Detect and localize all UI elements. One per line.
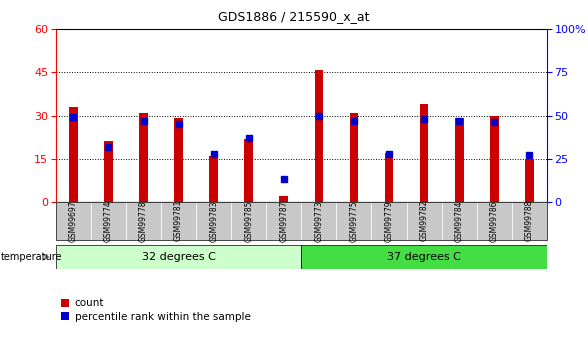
- Text: GSM99785: GSM99785: [244, 200, 253, 242]
- Bar: [56, 202, 91, 240]
- Bar: [245, 139, 253, 202]
- Text: GSM99782: GSM99782: [420, 200, 429, 242]
- Bar: [91, 202, 126, 240]
- Text: 37 degrees C: 37 degrees C: [387, 252, 461, 262]
- Bar: [490, 116, 499, 202]
- Bar: [420, 104, 429, 202]
- Bar: [301, 245, 547, 269]
- Bar: [442, 202, 477, 240]
- Bar: [209, 156, 218, 202]
- Bar: [174, 118, 183, 202]
- Bar: [266, 202, 301, 240]
- Bar: [525, 159, 534, 202]
- Text: temperature: temperature: [1, 252, 63, 262]
- Text: GSM99786: GSM99786: [490, 200, 499, 242]
- Text: GSM99783: GSM99783: [209, 200, 218, 242]
- Bar: [126, 202, 161, 240]
- Bar: [385, 153, 393, 202]
- Bar: [350, 113, 358, 202]
- Text: GSM99697: GSM99697: [69, 200, 78, 242]
- Text: GSM99775: GSM99775: [349, 200, 359, 242]
- Text: GSM99778: GSM99778: [139, 200, 148, 242]
- Bar: [372, 202, 406, 240]
- Text: GSM99774: GSM99774: [104, 200, 113, 242]
- Text: GSM99784: GSM99784: [455, 200, 464, 242]
- Legend: count, percentile rank within the sample: count, percentile rank within the sample: [61, 298, 250, 322]
- Text: GSM99781: GSM99781: [174, 200, 183, 242]
- Text: 32 degrees C: 32 degrees C: [142, 252, 216, 262]
- Text: GSM99779: GSM99779: [385, 200, 393, 242]
- Bar: [477, 202, 512, 240]
- Text: GSM99787: GSM99787: [279, 200, 288, 242]
- Bar: [139, 113, 148, 202]
- Bar: [56, 245, 301, 269]
- Bar: [512, 202, 547, 240]
- Bar: [336, 202, 372, 240]
- Bar: [196, 202, 231, 240]
- Text: GSM99773: GSM99773: [315, 200, 323, 242]
- Bar: [104, 141, 113, 202]
- Text: GSM99788: GSM99788: [525, 200, 534, 242]
- Bar: [315, 70, 323, 202]
- Bar: [406, 202, 442, 240]
- Bar: [231, 202, 266, 240]
- Bar: [455, 118, 463, 202]
- Bar: [301, 202, 336, 240]
- Bar: [69, 107, 78, 202]
- Bar: [279, 196, 288, 202]
- Text: GDS1886 / 215590_x_at: GDS1886 / 215590_x_at: [218, 10, 370, 23]
- Bar: [161, 202, 196, 240]
